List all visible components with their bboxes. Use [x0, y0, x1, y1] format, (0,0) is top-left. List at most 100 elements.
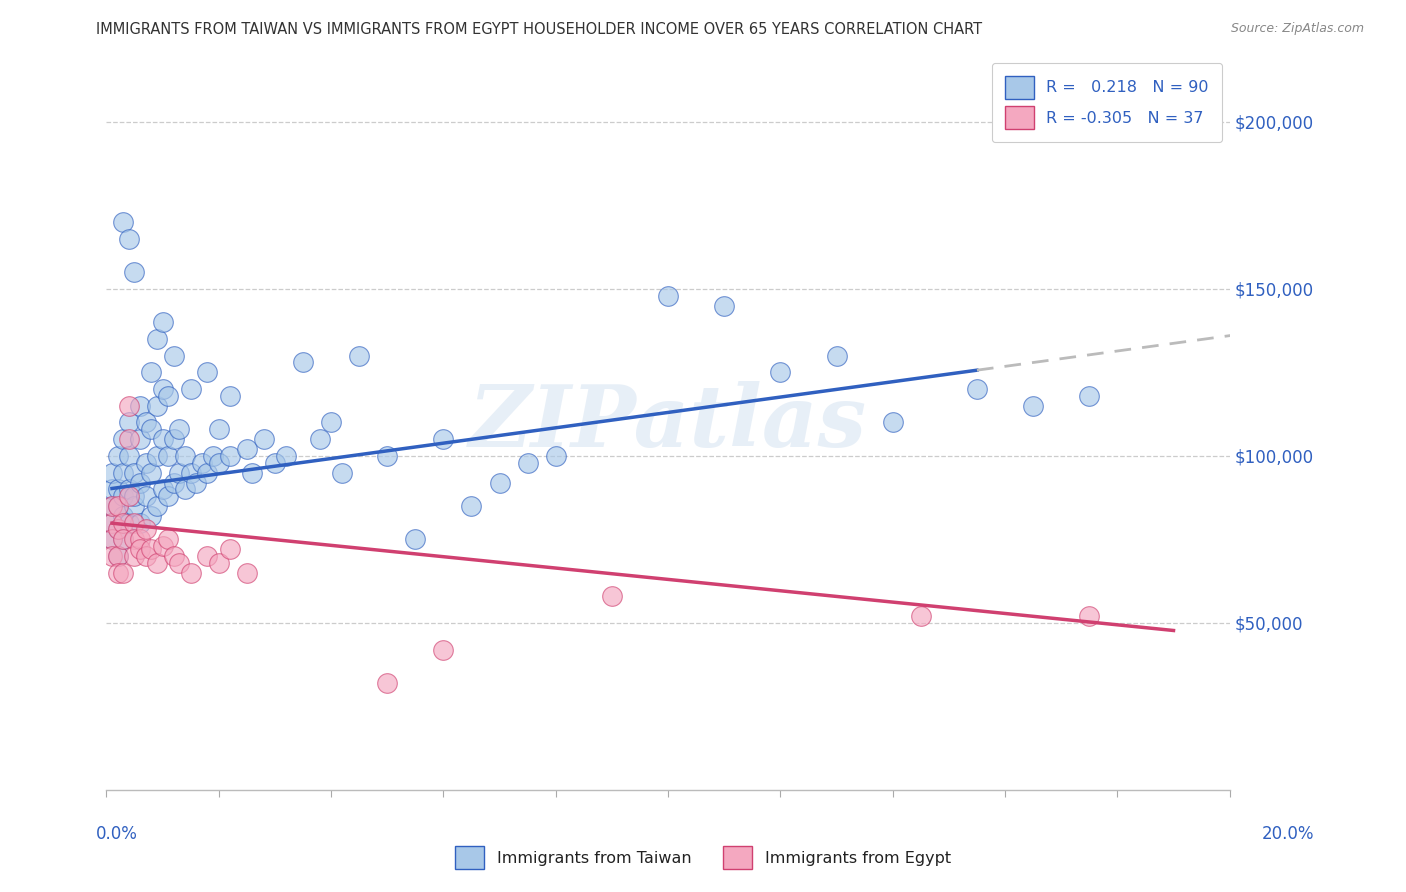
Point — [202, 449, 225, 463]
Point — [236, 566, 259, 580]
Point — [124, 549, 146, 563]
Point — [112, 432, 135, 446]
Point — [101, 533, 124, 547]
Point — [129, 399, 152, 413]
Point — [146, 499, 169, 513]
Point — [375, 449, 398, 463]
Point — [157, 533, 180, 547]
Point — [129, 516, 152, 530]
Point — [180, 566, 202, 580]
Point — [910, 609, 932, 624]
Point — [107, 549, 129, 563]
Point — [1022, 399, 1045, 413]
Point — [146, 332, 169, 346]
Point — [253, 432, 276, 446]
Point — [460, 499, 482, 513]
Point — [544, 449, 567, 463]
Point — [432, 642, 454, 657]
Point — [101, 482, 124, 496]
Point — [124, 489, 146, 503]
Point — [107, 522, 129, 536]
Point — [124, 533, 146, 547]
Point — [146, 399, 169, 413]
Point — [141, 542, 163, 557]
Point — [163, 432, 186, 446]
Point — [219, 389, 242, 403]
Point — [657, 288, 679, 302]
Point — [319, 416, 342, 430]
Point — [124, 265, 146, 279]
Point — [124, 516, 146, 530]
Point — [152, 315, 174, 329]
Point — [157, 489, 180, 503]
Point — [112, 489, 135, 503]
Point — [197, 466, 219, 480]
Point — [118, 449, 141, 463]
Point — [101, 466, 124, 480]
Point — [101, 533, 124, 547]
Legend: Immigrants from Taiwan, Immigrants from Egypt: Immigrants from Taiwan, Immigrants from … — [449, 839, 957, 875]
Point — [146, 449, 169, 463]
Point — [169, 556, 191, 570]
Point — [135, 416, 157, 430]
Point — [1078, 389, 1101, 403]
Point — [112, 508, 135, 523]
Point — [163, 475, 186, 490]
Point — [197, 549, 219, 563]
Point — [713, 299, 735, 313]
Point — [769, 365, 792, 379]
Point — [219, 449, 242, 463]
Point — [112, 566, 135, 580]
Point — [152, 539, 174, 553]
Point — [107, 499, 129, 513]
Point — [966, 382, 988, 396]
Point — [264, 456, 287, 470]
Text: Source: ZipAtlas.com: Source: ZipAtlas.com — [1230, 22, 1364, 36]
Point — [152, 432, 174, 446]
Point — [146, 556, 169, 570]
Point — [169, 466, 191, 480]
Point — [208, 556, 231, 570]
Point — [118, 432, 141, 446]
Point — [112, 533, 135, 547]
Point — [186, 475, 208, 490]
Point — [118, 399, 141, 413]
Point — [101, 516, 124, 530]
Point — [191, 456, 214, 470]
Point — [129, 533, 152, 547]
Point — [242, 466, 264, 480]
Point — [118, 489, 141, 503]
Point — [1078, 609, 1101, 624]
Point — [129, 542, 152, 557]
Point — [219, 542, 242, 557]
Text: IMMIGRANTS FROM TAIWAN VS IMMIGRANTS FROM EGYPT HOUSEHOLDER INCOME OVER 65 YEARS: IMMIGRANTS FROM TAIWAN VS IMMIGRANTS FRO… — [96, 22, 981, 37]
Point — [291, 355, 314, 369]
Point — [274, 449, 297, 463]
Point — [112, 516, 135, 530]
Point — [107, 499, 129, 513]
Point — [141, 365, 163, 379]
Point — [135, 522, 157, 536]
Point — [141, 508, 163, 523]
Point — [118, 516, 141, 530]
Point — [180, 466, 202, 480]
Legend: R =   0.218   N = 90, R = -0.305   N = 37: R = 0.218 N = 90, R = -0.305 N = 37 — [993, 63, 1222, 142]
Point — [101, 516, 124, 530]
Point — [112, 215, 135, 229]
Point — [432, 432, 454, 446]
Point — [124, 499, 146, 513]
Text: 0.0%: 0.0% — [96, 825, 138, 843]
Point — [107, 549, 129, 563]
Point — [174, 449, 197, 463]
Point — [236, 442, 259, 457]
Point — [101, 499, 124, 513]
Point — [347, 349, 370, 363]
Point — [163, 349, 186, 363]
Point — [118, 416, 141, 430]
Point — [169, 422, 191, 436]
Point — [135, 549, 157, 563]
Point — [141, 466, 163, 480]
Point — [152, 382, 174, 396]
Point — [516, 456, 538, 470]
Point — [488, 475, 510, 490]
